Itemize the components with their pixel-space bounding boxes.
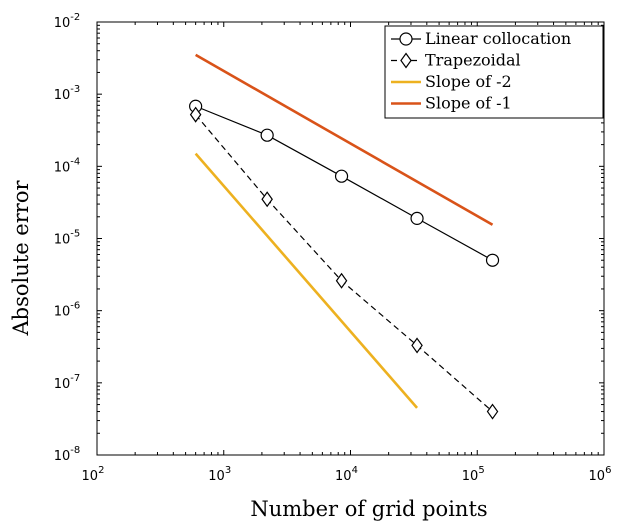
series-line xyxy=(194,152,419,409)
data-point-marker xyxy=(261,191,273,208)
data-point-marker xyxy=(410,211,424,225)
data-point-marker xyxy=(334,169,349,183)
data-point-marker xyxy=(411,337,423,354)
legend-entry-label: Slope of -2 xyxy=(425,72,512,91)
y-axis-label: Absolute error xyxy=(9,180,33,337)
x-axis-label: Number of grid points xyxy=(250,497,487,521)
legend-entry-label: Linear collocation xyxy=(425,29,571,48)
x-tick-label: 102 xyxy=(82,465,105,484)
data-point-marker xyxy=(485,253,500,267)
legend-marker xyxy=(400,52,412,69)
series-linear-collocation xyxy=(189,99,500,267)
y-tick-label: 10-4 xyxy=(54,156,81,175)
legend-entry-label: Trapezoidal xyxy=(425,51,521,70)
series-line xyxy=(195,114,493,413)
y-tick-label: 10-7 xyxy=(54,373,81,392)
data-point-marker xyxy=(486,403,499,420)
series-slope-of-2 xyxy=(194,152,419,409)
x-tick-label: 103 xyxy=(208,465,231,484)
x-tick-label: 105 xyxy=(462,465,485,484)
legend-entry-label: Slope of -1 xyxy=(425,94,512,113)
series-trapezoidal xyxy=(189,106,499,420)
data-point-marker xyxy=(189,106,202,123)
series-line xyxy=(194,53,494,226)
y-tick-label: 10-8 xyxy=(54,445,81,464)
legend: Linear collocation Trapezoidal Slope of -2… xyxy=(384,25,604,119)
y-tick-label: 10-6 xyxy=(54,301,81,320)
data-point-marker xyxy=(335,272,348,289)
x-tick-label: 104 xyxy=(335,465,358,484)
y-tick-label: 10-3 xyxy=(54,84,81,103)
y-tick-label: 10-5 xyxy=(54,229,81,248)
data-point-marker xyxy=(260,128,274,142)
series-line xyxy=(195,105,493,261)
x-tick-label: 106 xyxy=(589,465,612,484)
series-slope-of-1 xyxy=(194,53,494,226)
y-tick-label: 10-2 xyxy=(54,12,81,31)
legend-marker xyxy=(399,32,413,46)
legend-box xyxy=(384,25,604,119)
